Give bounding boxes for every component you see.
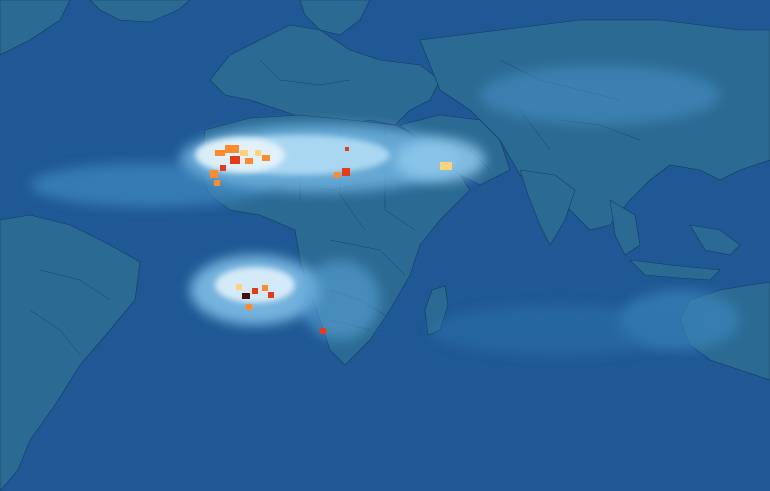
indonesia-east xyxy=(689,224,741,256)
hotspot xyxy=(240,150,248,156)
asia xyxy=(419,19,770,231)
haze-southern-africa xyxy=(300,260,380,340)
hotspot xyxy=(210,170,218,178)
border-line xyxy=(29,309,81,356)
hotspots xyxy=(210,145,452,334)
hotspot xyxy=(220,165,226,171)
southeast-asia xyxy=(609,199,641,256)
hotspot xyxy=(236,284,242,290)
hotspot xyxy=(268,292,274,298)
hotspot xyxy=(245,158,253,164)
hotspot xyxy=(246,304,252,310)
south-america xyxy=(0,214,141,491)
border-line xyxy=(329,239,406,276)
hotspot xyxy=(262,155,270,161)
scandinavia xyxy=(299,0,371,36)
hotspot xyxy=(255,150,261,156)
hotspot xyxy=(342,168,350,176)
aerosol-haze xyxy=(30,65,740,355)
north-america-north xyxy=(0,0,71,56)
hotspot xyxy=(214,180,220,186)
indonesia-west xyxy=(629,259,721,281)
hotspot xyxy=(345,147,349,151)
hotspot xyxy=(334,172,340,178)
haze-asia-dust xyxy=(480,65,720,125)
haze-indian-ocean xyxy=(430,305,690,355)
haze-arabia xyxy=(395,138,485,182)
hotspot xyxy=(215,150,225,156)
greenland xyxy=(89,0,191,23)
border-line xyxy=(259,59,351,86)
hotspot xyxy=(242,293,250,299)
border-line xyxy=(39,269,111,301)
hotspot xyxy=(262,285,268,291)
haze-south-atlantic-core xyxy=(215,267,295,303)
hotspot xyxy=(440,162,452,170)
india xyxy=(519,169,576,246)
hotspot xyxy=(225,145,239,153)
hotspot xyxy=(320,328,326,334)
hotspot xyxy=(230,156,240,164)
hotspot xyxy=(252,288,258,294)
